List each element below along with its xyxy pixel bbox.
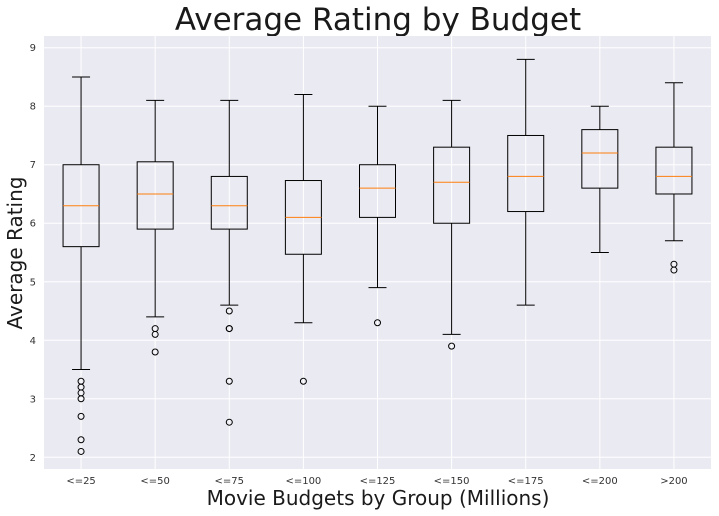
box-group [507, 58, 545, 306]
x-tick-label: <=25 [66, 476, 95, 487]
y-tick-label: 5 [30, 277, 36, 288]
x-tick-labels: <=25 <=50 <=75 <=100 <=125 <=150 <=175 <=200 >20… [66, 476, 687, 487]
outlier-point [448, 342, 456, 350]
box-series [62, 58, 693, 455]
y-tick-label: 7 [30, 160, 36, 171]
box-group [581, 105, 619, 253]
iqr-box [210, 175, 248, 230]
x-tick-label: <=200 [582, 476, 618, 487]
outlier-point [225, 325, 233, 333]
outlier-point [77, 447, 85, 455]
y-tick-label: 2 [30, 453, 36, 464]
outlier-point [77, 436, 85, 444]
box-group [62, 76, 100, 455]
iqr-box [655, 146, 693, 195]
box-group [433, 99, 471, 350]
outlier-point [77, 395, 85, 403]
x-tick-label: <=50 [140, 476, 169, 487]
outlier-point [225, 377, 233, 385]
outlier-point [151, 330, 159, 338]
outlier-point [225, 307, 233, 315]
outlier-point [77, 412, 85, 420]
box-group [284, 94, 322, 385]
iqr-box [359, 164, 396, 218]
y-tick-label: 9 [30, 43, 36, 54]
y-tick-label: 4 [30, 336, 36, 347]
iqr-box [581, 129, 619, 189]
y-tick-label: 8 [30, 102, 36, 113]
x-tick-label: <=125 [360, 476, 396, 487]
iqr-box [433, 146, 471, 224]
x-axis-label: Movie Budgets by Group (Millions) [207, 486, 550, 510]
box-group [210, 99, 248, 426]
x-tick-label: <=75 [215, 476, 244, 487]
iqr-box [507, 134, 545, 213]
box-group [359, 105, 396, 327]
outlier-point [299, 377, 307, 385]
box-group [655, 82, 693, 274]
iqr-box [136, 161, 174, 230]
x-tick-label: <=175 [508, 476, 544, 487]
x-tick-label: >200 [660, 476, 687, 487]
x-tick-label: <=150 [434, 476, 470, 487]
y-axis-label: Average Rating [3, 177, 27, 330]
y-tick-label: 3 [30, 394, 36, 405]
outlier-point [670, 266, 678, 274]
chart-title: Average Rating by Budget [175, 2, 581, 38]
outlier-point [151, 348, 159, 356]
x-tick-label: <=100 [285, 476, 321, 487]
outlier-point [225, 418, 233, 426]
y-tick-label: 6 [30, 219, 36, 230]
outlier-point [374, 319, 381, 327]
y-tick-labels: 2 3 4 5 6 7 8 9 [30, 43, 36, 464]
box-group [136, 99, 174, 356]
